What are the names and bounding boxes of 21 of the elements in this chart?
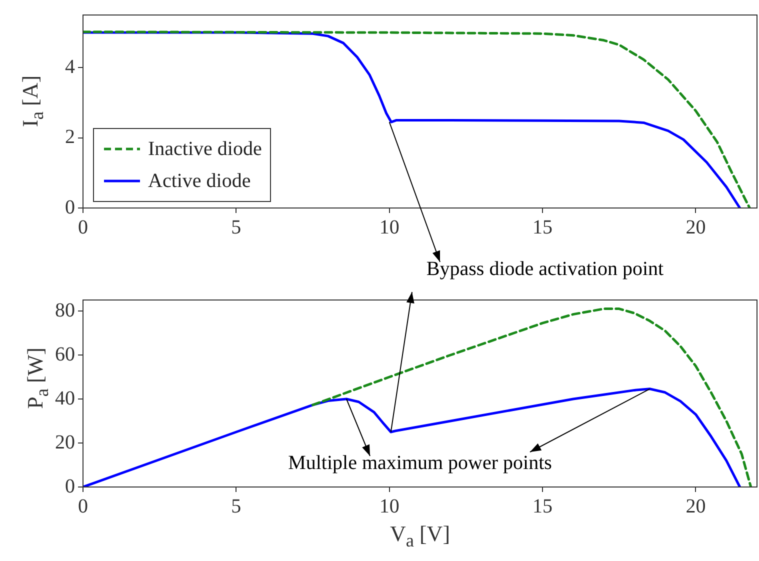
y-tick-label: 0 bbox=[65, 196, 75, 218]
y-tick-label: 20 bbox=[55, 431, 75, 454]
y-tick-label: 40 bbox=[55, 387, 75, 410]
annotation: Multiple maximum power points bbox=[288, 452, 552, 475]
x-tick-label: 20 bbox=[686, 495, 706, 518]
y-tick-label: 80 bbox=[55, 299, 75, 322]
x-tick-label: 10 bbox=[379, 216, 400, 238]
y-tick-label: 4 bbox=[65, 56, 75, 78]
annotation: Bypass diode activation point bbox=[426, 258, 664, 281]
x-tick-label: 5 bbox=[231, 216, 242, 238]
legend-label: Inactive diode bbox=[148, 138, 262, 160]
y-tick-label: 60 bbox=[55, 343, 75, 366]
x-tick-label: 15 bbox=[532, 216, 553, 238]
x-tick-label: 10 bbox=[379, 495, 400, 518]
x-axis-title: V$_{a}$ [V] bbox=[390, 521, 450, 552]
x-tick-label: 20 bbox=[686, 216, 706, 238]
x-tick-label: 5 bbox=[231, 495, 242, 518]
y-tick-label: 0 bbox=[65, 475, 75, 498]
y-tick-label: 2 bbox=[65, 126, 75, 148]
x-tick-label: 15 bbox=[532, 495, 553, 518]
legend-label: Active diode bbox=[148, 170, 251, 192]
